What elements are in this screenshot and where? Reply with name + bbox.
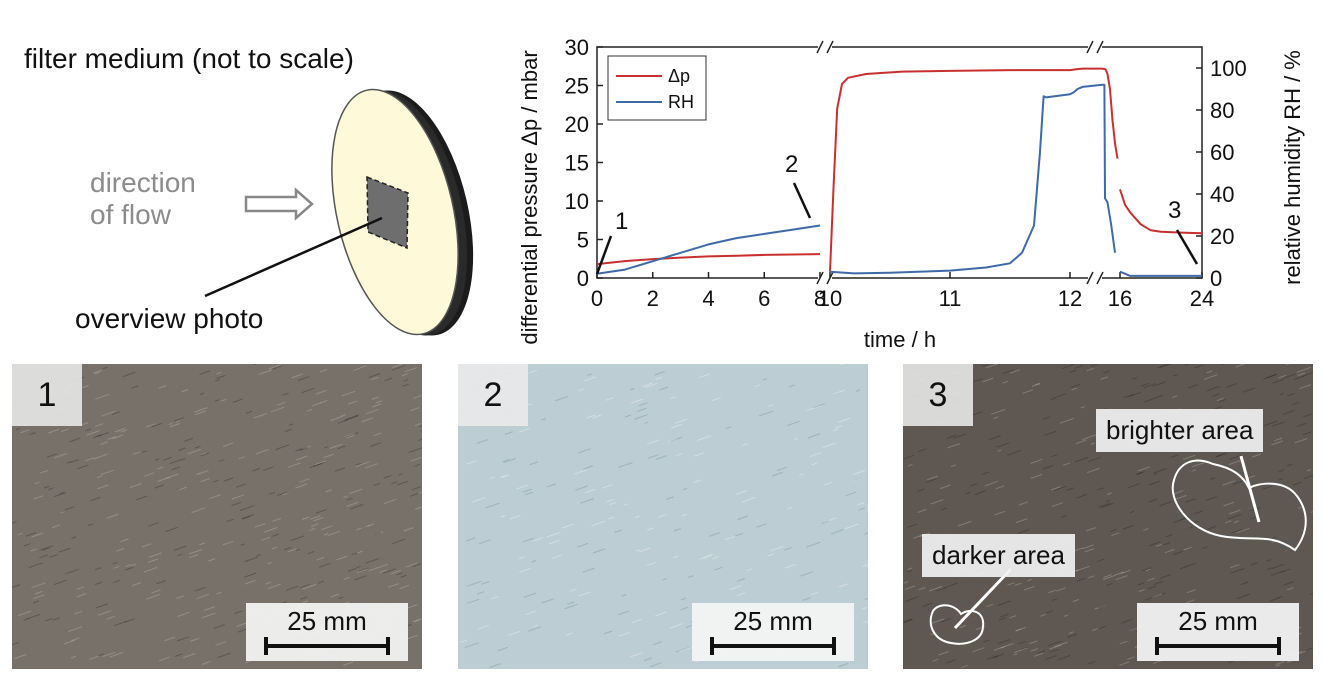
x-tick-label-5: 10 <box>818 286 842 311</box>
photo-2: 2 25 mm <box>458 364 868 669</box>
axis-break-mark-0-0-a <box>816 40 824 54</box>
darker-area-outline <box>929 604 985 645</box>
pressure-humidity-chart: 0 2 4 6 8 10 11 12 16 24 0 5 10 15 20 25 30 0 20 40 60 80 100 t… <box>500 0 1322 355</box>
flow-arrow-icon <box>244 187 314 221</box>
filter-diagram: filter medium (not to scale) direction o… <box>0 0 500 350</box>
axis-break-mark-0-0-b <box>826 40 834 54</box>
flow-label-line2: of flow <box>90 199 172 230</box>
x-axis-label: time / h <box>864 327 936 352</box>
x-tick-label-3: 6 <box>758 286 770 311</box>
y-left-tick-label-2: 10 <box>565 189 589 214</box>
y-left-tick-label-4: 20 <box>565 112 589 137</box>
overview-photo-area <box>366 175 409 250</box>
x-tick-label-4: 8 <box>814 286 826 311</box>
x-tick-label-9: 24 <box>1190 286 1214 311</box>
area-outlines <box>929 455 1307 645</box>
annotation-label-2: 2 <box>785 151 798 178</box>
x-tick-label-0: 0 <box>591 286 603 311</box>
photo-grain <box>460 364 868 668</box>
annotation-pointer-1 <box>595 235 613 275</box>
scale-bar-1 <box>264 637 390 655</box>
x-tick-label-1: 2 <box>647 286 659 311</box>
axis-break-gap-1-0 <box>1088 43 1102 51</box>
scale-bar-box-3: 25 mm <box>1137 603 1299 661</box>
legend-label-0: Δp <box>668 66 690 86</box>
annotation-pointer-3 <box>1175 229 1199 265</box>
axis-break-mark-1-0-a <box>1086 40 1094 54</box>
overview-pointer-line <box>204 216 383 298</box>
axis-break-gap-1-1 <box>1088 274 1102 282</box>
y-left-tick-label-6: 30 <box>565 35 589 60</box>
y-right-tick-label-0: 0 <box>1210 266 1222 291</box>
scale-bar-box-1: 25 mm <box>246 603 408 661</box>
y-right-tick-label-3: 60 <box>1210 140 1234 165</box>
legend-box <box>607 55 707 121</box>
scale-bar-3 <box>1155 637 1281 655</box>
scale-label-3: 25 mm <box>1178 606 1258 636</box>
scale-bar-2 <box>710 637 836 655</box>
x-tick-label-2: 4 <box>702 286 714 311</box>
y-left-tick-label-5: 25 <box>565 74 589 99</box>
axis-break-mark-1-1-a <box>1086 271 1094 285</box>
x-tick-label-7: 12 <box>1058 286 1082 311</box>
series-line-rh <box>596 83 1202 277</box>
y-left-tick-label-1: 5 <box>577 228 589 253</box>
axis-break-mark-1-0-b <box>1096 40 1104 54</box>
y-right-tick-label-2: 40 <box>1210 182 1234 207</box>
darker-area-label: darker area <box>922 534 1075 577</box>
photo-3: 3 brighter area darker area 25 mm <box>903 364 1313 669</box>
flow-label-line1: direction <box>90 167 196 198</box>
axis-break-gap-0-0 <box>818 43 832 51</box>
photo-2-number: 2 <box>458 364 528 426</box>
filter-diagram-graphic: filter medium (not to scale) direction o… <box>24 43 474 336</box>
scale-bar-box-2: 25 mm <box>692 603 854 661</box>
y-right-tick-label-1: 20 <box>1210 224 1234 249</box>
photo-1-number: 1 <box>12 364 82 426</box>
brighter-area-pointer <box>1239 455 1261 523</box>
y-left-tick-label-3: 15 <box>565 151 589 176</box>
chart-svg: 0 2 4 6 810 11 12 16 24051015202530020406080100t… <box>517 35 1305 352</box>
filter-disc <box>331 88 474 336</box>
y-right-axis-label: relative humidity RH / % <box>1280 50 1305 285</box>
scale-label-1: 25 mm <box>287 606 367 636</box>
annotation-label-1: 1 <box>615 208 628 235</box>
x-tick-label-8: 16 <box>1108 286 1132 311</box>
photo-1: 1 25 mm <box>12 364 422 669</box>
darker-area-pointer <box>953 567 1013 630</box>
diagram-title: filter medium (not to scale) <box>24 43 354 74</box>
brighter-area-outline <box>1171 459 1307 552</box>
annotation-pointer-2 <box>792 182 812 219</box>
x-tick-label-6: 11 <box>939 286 962 311</box>
y-right-tick-label-4: 80 <box>1210 98 1234 123</box>
overview-photo-label: overview photo <box>75 303 263 334</box>
legend-label-1: RH <box>668 92 694 112</box>
axis-break-gap-0-1 <box>818 274 832 282</box>
y-left-axis-label: differential pressure Δp / mbar <box>517 50 542 344</box>
y-left-tick-label-0: 0 <box>577 266 589 291</box>
axis-break-mark-1-1-b <box>1096 271 1104 285</box>
scale-label-2: 25 mm <box>733 606 813 636</box>
brighter-area-label: brighter area <box>1096 409 1264 452</box>
legend: Δp RH <box>607 55 707 121</box>
photo-3-number: 3 <box>903 364 973 426</box>
annotation-label-3: 3 <box>1168 197 1181 224</box>
y-right-tick-label-5: 100 <box>1210 56 1247 81</box>
